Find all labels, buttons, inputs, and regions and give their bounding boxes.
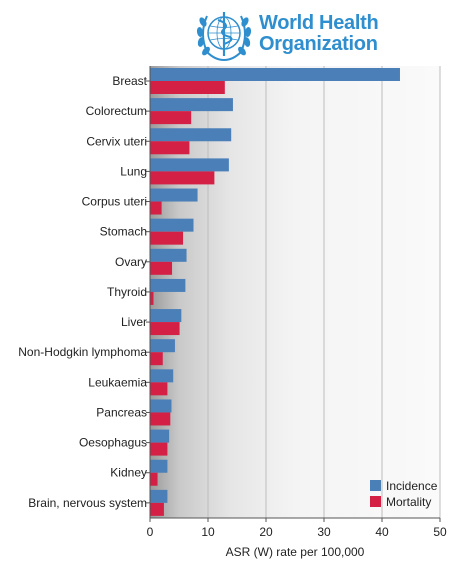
bar-incidence — [150, 489, 168, 503]
category-label: Thyroid — [107, 285, 147, 299]
x-tick-label: 50 — [433, 525, 447, 539]
bar-incidence — [150, 459, 168, 473]
bar-mortality — [150, 141, 190, 155]
bar-incidence — [150, 278, 186, 292]
category-label: Corpus uteri — [82, 195, 147, 209]
bar-mortality — [150, 231, 184, 245]
category-label: Stomach — [100, 225, 147, 239]
bar-mortality — [150, 472, 158, 486]
bar-incidence — [150, 128, 232, 142]
gridlines — [207, 66, 441, 518]
bar-incidence — [150, 429, 170, 443]
category-label: Cervix uteri — [86, 134, 147, 148]
category-label: Brain, nervous system — [28, 496, 147, 510]
bar-mortality — [150, 382, 168, 396]
bar-incidence — [150, 188, 198, 202]
bar-incidence — [150, 399, 172, 413]
category-label: Liver — [121, 315, 147, 329]
category-label: Non-Hodgkin lymphoma — [18, 345, 147, 359]
x-tick-label: 0 — [147, 525, 154, 539]
bar-incidence — [150, 98, 233, 112]
category-label: Ovary — [115, 255, 147, 269]
bar-mortality — [150, 502, 164, 516]
legend-swatch-mortality — [370, 496, 381, 507]
bar-incidence — [150, 309, 182, 323]
bar-mortality — [150, 412, 171, 426]
legend-swatch-incidence — [370, 480, 381, 491]
legend-label-mortality: Mortality — [386, 495, 431, 509]
bars — [150, 68, 400, 516]
bar-incidence — [150, 369, 174, 383]
bar-incidence — [150, 158, 229, 172]
category-label: Leukaemia — [88, 375, 147, 389]
bar-incidence — [150, 339, 175, 353]
category-label: Oesophagus — [79, 436, 147, 450]
bar-incidence — [150, 248, 187, 262]
bar-mortality — [150, 291, 154, 305]
bar-mortality — [150, 201, 162, 215]
who-logo-text: World Health Organization — [259, 12, 379, 55]
who-logo: World Health Organization — [195, 6, 385, 62]
category-label: Pancreas — [96, 405, 147, 419]
bar-mortality — [150, 261, 173, 275]
category-label: Colorectum — [86, 104, 147, 118]
category-labels: Breast Colorectum Cervix uteri Lung Corpus u… — [18, 74, 150, 510]
bar-mortality — [150, 322, 180, 336]
legend: Incidence Mortality — [370, 479, 438, 509]
x-tick-label: 30 — [317, 525, 331, 539]
bar-mortality — [150, 352, 163, 366]
bar-mortality — [150, 171, 215, 185]
x-tick-label: 20 — [259, 525, 273, 539]
x-tick-label: 10 — [201, 525, 215, 539]
bar-incidence — [150, 218, 194, 232]
bar-mortality — [150, 442, 168, 456]
category-label: Lung — [120, 164, 147, 178]
logo-line-2: Organization — [259, 33, 378, 55]
bar-incidence — [150, 68, 400, 81]
bar-mortality — [150, 111, 192, 125]
category-label: Breast — [112, 74, 147, 88]
x-axis-ticks: 0 10 20 30 40 50 — [147, 518, 447, 539]
logo-line-1: World Health — [259, 12, 379, 34]
bar-mortality — [150, 81, 225, 94]
plot-area — [150, 66, 440, 518]
who-emblem-icon — [196, 12, 252, 62]
legend-label-incidence: Incidence — [386, 479, 438, 493]
x-tick-label: 40 — [375, 525, 389, 539]
x-axis-label: ASR (W) rate per 100,000 — [226, 545, 365, 559]
category-label: Kidney — [110, 466, 147, 480]
